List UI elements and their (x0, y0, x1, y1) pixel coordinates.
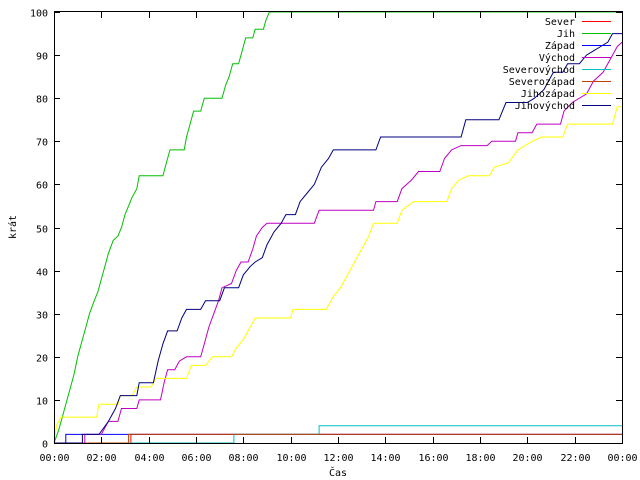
x-tick-label: 12:00 (323, 453, 353, 464)
x-axis-label: Čas (329, 466, 347, 479)
x-tick-label: 06:00 (181, 453, 211, 464)
y-tick-label: 0 (42, 440, 48, 451)
series-line-2 (53, 11, 622, 444)
series-line-8 (54, 33, 622, 444)
x-tick-label: 14:00 (370, 453, 400, 464)
y-tick-label: 50 (36, 225, 48, 236)
y-tick-label: 100 (30, 9, 48, 20)
series-line-4 (54, 41, 623, 444)
x-tick-label: 22:00 (560, 453, 590, 464)
x-tick-label: 00:00 (39, 453, 69, 464)
legend-label: Sever (545, 17, 575, 28)
x-tick-label: 18:00 (465, 453, 495, 464)
y-tick-label: 30 (36, 311, 48, 322)
x-tick-label: 02:00 (86, 453, 116, 464)
legend-label: Jihozápad (521, 88, 575, 100)
x-tick-label: 08:00 (228, 453, 258, 464)
y-tick-label: 10 (36, 397, 48, 408)
legend-label: Jih (557, 29, 575, 40)
legend-label: Východ (539, 52, 575, 64)
series-line-7 (53, 106, 622, 444)
legend-label: Severozápad (509, 76, 575, 88)
legend-label: Jihovýchod (515, 100, 575, 112)
y-tick-label: 40 (36, 268, 48, 279)
y-tick-label: 20 (36, 354, 48, 365)
y-tick-label: 60 (36, 181, 48, 192)
x-tick-label: 00:00 (607, 453, 637, 464)
y-tick-label: 70 (36, 138, 48, 149)
legend-label: Severovýchod (503, 64, 575, 76)
x-axis: 00:00 02:00 04:00 06:00 08:00 10:00 12:00 14:00… (39, 12, 638, 464)
legend: SeverJihZápadVýchodSeverovýchodSeverozáp… (503, 17, 611, 112)
y-axis-label: krát (7, 215, 19, 239)
x-tick-label: 04:00 (134, 453, 164, 464)
x-tick-label: 16:00 (418, 453, 448, 464)
x-tick-label: 20:00 (512, 453, 542, 464)
y-tick-label: 80 (36, 95, 48, 106)
y-axis: 0 10 20 30 40 50 60 70 80 90 100 (30, 9, 622, 451)
y-tick-label: 90 (36, 52, 48, 63)
legend-label: Západ (545, 40, 575, 52)
plot-frame (54, 11, 623, 444)
x-tick-label: 10:00 (276, 453, 306, 464)
